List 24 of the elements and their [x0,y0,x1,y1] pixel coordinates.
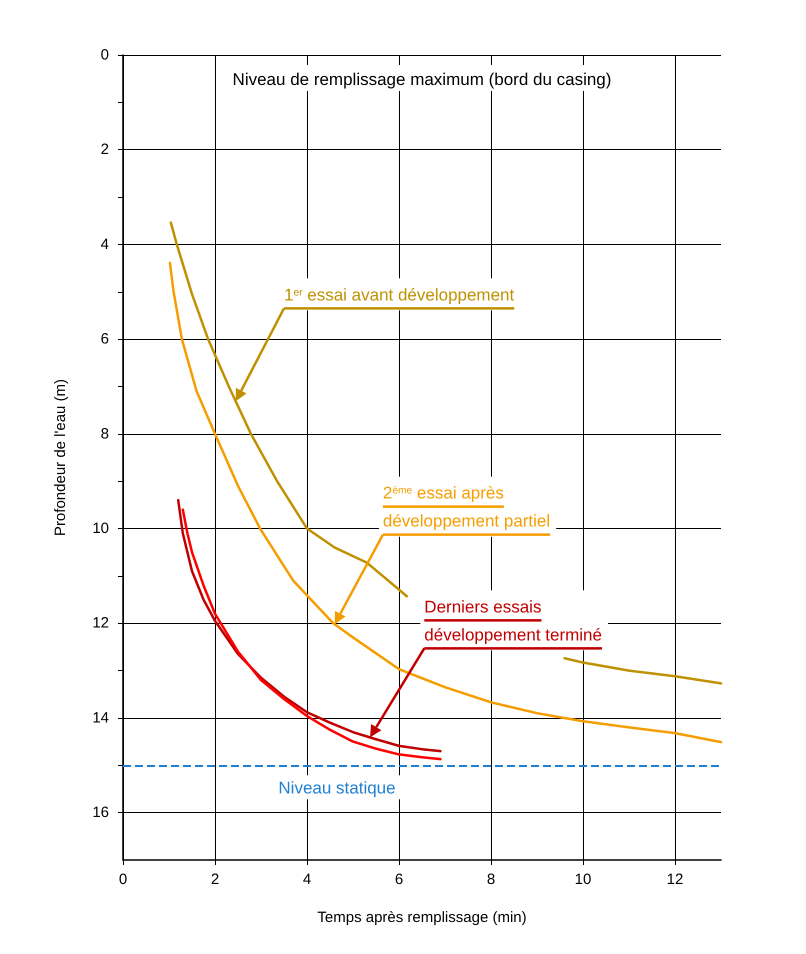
x-axis-title: Temps après remplissage (min) [317,909,527,926]
text: 1$^{er}$ essai avant développement [284,285,515,304]
line-series [168,262,722,744]
x-tick-label: 0 [118,871,128,888]
y-tick-label: 6 [100,330,109,348]
y-axis-title: Profondeur de l'eau (m) [52,378,69,536]
x-tick-label: 4 [302,871,312,888]
y-tick-label: 16 [92,804,109,822]
y-tick-label: 12 [92,614,109,632]
y-tick-label: 0 [100,46,109,64]
x-tick-label: 8 [486,871,496,888]
text: Derniers essais développement terminé [424,597,602,644]
y-tick-label: 4 [100,236,109,253]
annotation: Niveau de remplissage maximum (bord du casing) [232,70,612,89]
y-tick-label: 8 [100,425,109,442]
x-tick-label: 10 [574,871,592,888]
x-tick-label: 6 [394,871,404,888]
y-tick-label: 10 [92,520,109,538]
ref-line-label: Niveau statique [278,778,396,798]
x-tick-label: 12 [666,871,684,888]
y-tick-label: 2 [100,141,109,158]
text: 2$^{ème}$ essai après développement partiel [382,484,550,531]
x-tick-label: 2 [210,871,220,888]
y-tick-label: 14 [92,709,109,726]
